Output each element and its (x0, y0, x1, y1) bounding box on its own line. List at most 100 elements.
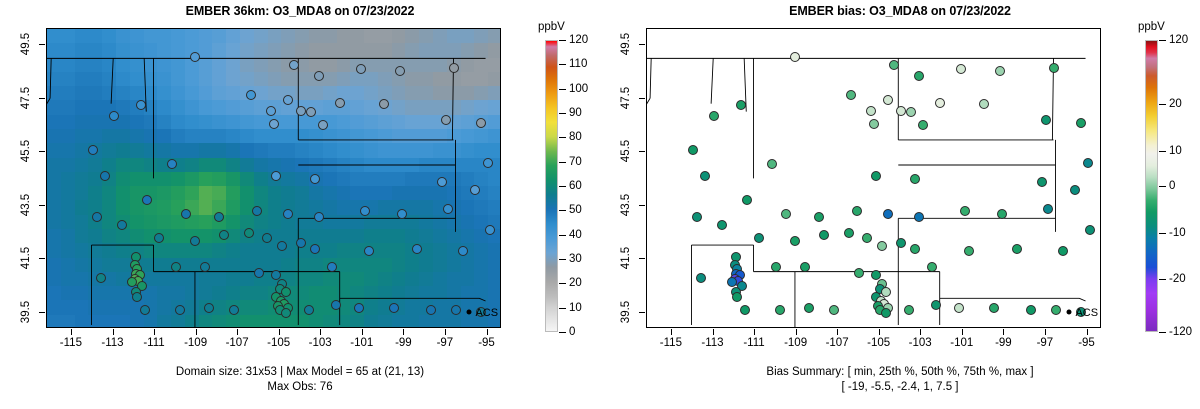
station-marker[interactable] (910, 174, 920, 184)
station-marker[interactable] (880, 286, 891, 297)
station-marker[interactable] (96, 273, 106, 284)
station-marker[interactable] (775, 305, 785, 316)
station-marker[interactable] (997, 208, 1008, 219)
station-marker[interactable] (1084, 224, 1095, 235)
station-marker[interactable] (910, 243, 920, 254)
station-marker[interactable] (691, 211, 702, 222)
station-marker[interactable] (457, 246, 468, 257)
station-marker[interactable] (199, 262, 210, 273)
station-marker[interactable] (270, 171, 281, 182)
station-marker[interactable] (895, 238, 906, 249)
station-marker[interactable] (739, 305, 750, 316)
bias-map-plot-area[interactable]: ACS (646, 28, 1101, 328)
station-marker[interactable] (476, 306, 487, 317)
station-marker[interactable] (781, 208, 792, 219)
station-marker[interactable] (443, 203, 453, 214)
station-marker[interactable] (789, 235, 800, 246)
station-marker[interactable] (953, 302, 964, 313)
station-marker[interactable] (880, 307, 891, 318)
station-marker[interactable] (955, 64, 966, 75)
station-marker[interactable] (870, 270, 881, 281)
station-marker[interactable] (314, 211, 325, 222)
station-marker[interactable] (170, 262, 181, 273)
station-marker[interactable] (139, 305, 150, 316)
station-marker[interactable] (895, 105, 906, 116)
station-marker[interactable] (318, 120, 329, 131)
station-marker[interactable] (280, 286, 291, 297)
station-marker[interactable] (876, 241, 887, 251)
station-marker[interactable] (845, 89, 856, 100)
station-marker[interactable] (1011, 243, 1022, 254)
station-marker[interactable] (310, 243, 320, 254)
station-marker[interactable] (883, 95, 893, 105)
station-marker[interactable] (132, 291, 143, 302)
station-marker[interactable] (905, 107, 916, 117)
station-marker[interactable] (204, 302, 215, 313)
station-marker[interactable] (829, 305, 839, 316)
station-marker[interactable] (353, 302, 364, 313)
station-marker[interactable] (814, 211, 825, 222)
station-marker[interactable] (449, 62, 460, 73)
station-marker[interactable] (754, 232, 765, 243)
station-marker[interactable] (482, 157, 493, 168)
station-marker[interactable] (995, 65, 1006, 76)
station-marker[interactable] (440, 115, 451, 126)
station-marker[interactable] (276, 241, 287, 251)
station-marker[interactable] (1040, 115, 1051, 126)
station-marker[interactable] (959, 206, 970, 217)
station-marker[interactable] (484, 224, 495, 235)
station-marker[interactable] (295, 238, 306, 249)
station-marker[interactable] (262, 232, 273, 243)
station-marker[interactable] (289, 60, 300, 71)
station-marker[interactable] (978, 99, 989, 109)
station-marker[interactable] (736, 281, 747, 292)
station-marker[interactable] (108, 111, 119, 122)
station-marker[interactable] (189, 235, 200, 246)
station-marker[interactable] (914, 211, 925, 222)
station-marker[interactable] (389, 302, 399, 313)
station-marker[interactable] (870, 171, 881, 182)
station-marker[interactable] (229, 305, 239, 316)
station-marker[interactable] (708, 111, 719, 122)
station-marker[interactable] (283, 208, 293, 219)
station-marker[interactable] (1057, 246, 1068, 257)
station-marker[interactable] (851, 206, 862, 217)
station-marker[interactable] (397, 208, 408, 219)
station-marker[interactable] (889, 60, 900, 71)
station-marker[interactable] (411, 243, 422, 254)
station-marker[interactable] (716, 219, 727, 230)
station-marker[interactable] (310, 174, 320, 184)
station-marker[interactable] (470, 184, 480, 195)
station-marker[interactable] (918, 120, 929, 131)
station-marker[interactable] (741, 195, 752, 206)
station-marker[interactable] (283, 95, 293, 105)
station-marker[interactable] (883, 208, 893, 219)
station-marker[interactable] (914, 70, 925, 81)
station-marker[interactable] (732, 291, 743, 302)
station-marker[interactable] (1070, 184, 1080, 195)
station-marker[interactable] (243, 227, 254, 238)
station-marker[interactable] (218, 230, 229, 241)
station-marker[interactable] (154, 232, 165, 243)
station-marker[interactable] (696, 273, 706, 284)
station-marker[interactable] (766, 159, 777, 170)
station-marker[interactable] (135, 100, 146, 111)
station-marker[interactable] (214, 211, 225, 222)
station-marker[interactable] (868, 119, 879, 130)
station-marker[interactable] (116, 219, 127, 230)
station-marker[interactable] (189, 52, 200, 63)
station-marker[interactable] (270, 270, 281, 281)
station-marker[interactable] (314, 70, 325, 81)
station-marker[interactable] (136, 281, 147, 292)
station-marker[interactable] (770, 262, 781, 273)
station-marker[interactable] (989, 302, 999, 313)
station-marker[interactable] (853, 267, 864, 278)
station-marker[interactable] (1076, 306, 1087, 317)
station-marker[interactable] (818, 230, 829, 241)
station-marker[interactable] (964, 246, 974, 257)
station-marker[interactable] (326, 262, 337, 273)
station-marker[interactable] (903, 305, 914, 316)
station-marker[interactable] (266, 105, 277, 116)
station-marker[interactable] (735, 100, 746, 111)
station-marker[interactable] (378, 99, 389, 109)
